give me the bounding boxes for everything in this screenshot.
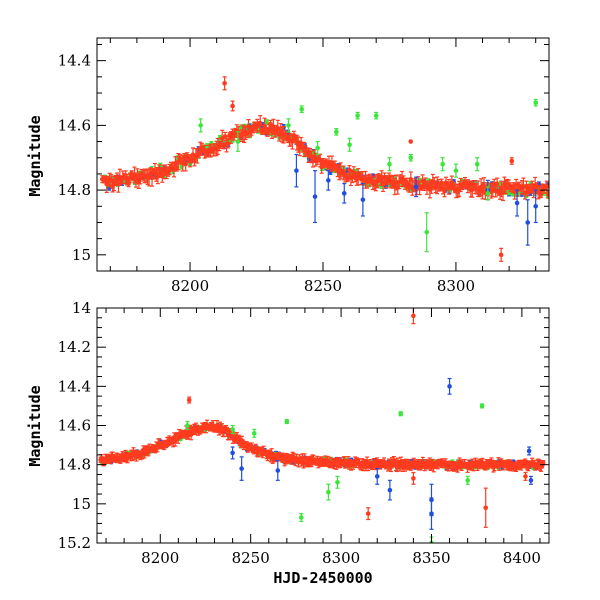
outlier-point-green (299, 513, 304, 523)
data-point-red (494, 177, 500, 191)
outlier-point-blue (230, 446, 235, 460)
outlier-point-red (408, 139, 414, 144)
y-tick-label: 14.2 (58, 338, 91, 356)
outlier-point-green (355, 111, 360, 120)
outlier-point-blue (413, 176, 419, 198)
outlier-point-green (347, 137, 352, 152)
outlier-point-blue (387, 479, 393, 501)
x-tick-label: 8300 (322, 549, 360, 567)
outlier-point-green (453, 163, 459, 178)
x-tick-label: 8350 (412, 549, 450, 567)
plot-frame (96, 37, 550, 272)
outlier-point-green (373, 111, 379, 120)
x-tick-label: 8400 (503, 549, 541, 567)
outlier-point-blue (374, 467, 380, 485)
outlier-point-blue (429, 497, 434, 530)
outlier-point-blue (360, 183, 366, 217)
bottom-panel-xlabel: HJD-2450000 (273, 569, 372, 587)
outlier-point-green (408, 153, 414, 162)
y-tick-label: 14.8 (58, 456, 91, 474)
outlier-point-blue (525, 199, 531, 246)
top-panel: 8200 8250 8300 14.4 14.6 14.8 15 (58, 37, 550, 295)
outlier-point-blue (341, 183, 347, 204)
outlier-point-blue (447, 377, 452, 395)
outlier-point-red (222, 76, 227, 91)
outlier-point-blue (326, 170, 331, 191)
outlier-point-blue (294, 153, 299, 188)
outlier-point-green (424, 212, 429, 253)
outlier-point-blue (239, 456, 244, 481)
outlier-point-green (485, 186, 491, 201)
outlier-point-green (398, 411, 404, 417)
outlier-point-red (365, 507, 371, 521)
plot-frame (96, 307, 550, 544)
outlier-point-blue (528, 475, 534, 485)
x-tick-label: 8200 (171, 277, 209, 295)
plot-area (98, 308, 546, 543)
outlier-point-green (284, 419, 290, 425)
outlier-point-green (440, 157, 445, 172)
x-tick-label: 8250 (232, 549, 270, 567)
y-tick-label: 14 (72, 299, 91, 317)
y-tick-label: 15 (72, 495, 91, 513)
x-tick-label: 8300 (437, 277, 475, 295)
outlier-point-blue (312, 170, 318, 224)
y-tick-label: 14.6 (58, 417, 91, 435)
outlier-point-green (533, 98, 539, 107)
outlier-point-red (483, 487, 489, 528)
outlier-point-red (523, 471, 528, 481)
data-point-red (225, 138, 231, 149)
y-tick-label: 14.6 (58, 116, 91, 134)
y-tick-label: 14.4 (58, 377, 91, 395)
plot-area (100, 76, 549, 262)
outlier-point-blue (526, 446, 532, 456)
data-point-red (429, 179, 434, 194)
outlier-point-green (198, 118, 203, 133)
outlier-point-green (235, 131, 241, 152)
outlier-point-blue (514, 189, 520, 217)
y-tick-label: 15.2 (58, 534, 91, 552)
outlier-point-red (498, 247, 504, 262)
bottom-panel-ylabel: Magnitude (26, 385, 44, 466)
x-tick-label: 8200 (141, 549, 179, 567)
bottom-panel: 8200 8250 8300 8350 8400 14 14.2 14.4 14.6 14.8 15… (58, 299, 550, 567)
outlier-point-green (251, 428, 257, 438)
outlier-point-green (335, 475, 340, 489)
outlier-point-green (286, 118, 291, 133)
outlier-point-red (186, 396, 192, 404)
data-point-red (443, 176, 449, 189)
outlier-point-green (474, 157, 480, 172)
outlier-point-red (411, 471, 416, 485)
y-tick-label: 15 (72, 246, 91, 264)
y-tick-label: 14.8 (58, 181, 91, 199)
outlier-point-green (185, 420, 190, 431)
outlier-point-green (230, 424, 235, 434)
outlier-point-green (387, 157, 392, 172)
outlier-point-blue (275, 460, 281, 481)
top-panel-ylabel: Magnitude (26, 115, 44, 196)
outlier-point-green (465, 475, 470, 485)
data-point-red (546, 190, 549, 199)
y-tick-label: 14.4 (58, 52, 91, 70)
outlier-point-red (509, 157, 515, 165)
outlier-point-green (479, 403, 485, 409)
outlier-point-green (326, 483, 331, 501)
outlier-point-red (230, 100, 235, 112)
outlier-point-blue (533, 189, 539, 224)
data-point-red (152, 162, 158, 180)
data-point-red (120, 451, 125, 459)
x-tick-label: 8250 (304, 277, 342, 295)
outlier-point-green (299, 105, 305, 114)
outlier-point-green (315, 140, 320, 156)
outlier-point-green (333, 128, 339, 136)
